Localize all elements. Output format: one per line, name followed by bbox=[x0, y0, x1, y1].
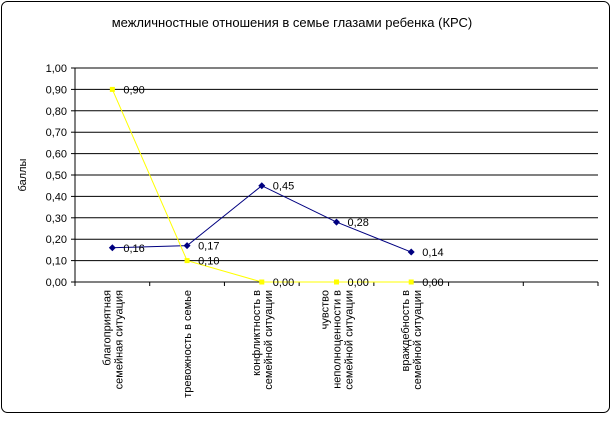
y-tick-label: 0,20 bbox=[46, 234, 67, 246]
marker bbox=[259, 279, 265, 285]
marker bbox=[407, 248, 415, 256]
data-label: 0,14 bbox=[422, 247, 443, 259]
y-tick-label: 0,10 bbox=[46, 256, 67, 268]
x-tick-label: чувствонеполноценности всемейной ситуаци… bbox=[320, 290, 356, 390]
y-tick-label: 0,50 bbox=[46, 170, 67, 182]
x-tick-label: тревожность в семье bbox=[182, 290, 194, 398]
marker bbox=[184, 258, 190, 264]
data-label: 0,00 bbox=[273, 277, 294, 289]
x-tick-label: благоприятнаясемейная ситуация bbox=[101, 290, 125, 389]
data-label: 0,45 bbox=[273, 181, 294, 193]
marker bbox=[108, 244, 116, 252]
data-label: 0,16 bbox=[123, 243, 144, 255]
x-tick-label: конфликтность всемейной ситуации bbox=[251, 290, 275, 390]
data-label: 0,28 bbox=[348, 217, 369, 229]
y-tick-label: 0,80 bbox=[46, 106, 67, 118]
y-tick-label: 0,40 bbox=[46, 191, 67, 203]
y-tick-label: 0,60 bbox=[46, 149, 67, 161]
marker bbox=[408, 279, 414, 285]
data-label: 0,10 bbox=[198, 256, 219, 268]
x-tick-label: враждебность всемейной ситуации bbox=[400, 290, 424, 390]
y-tick-label: 0,00 bbox=[46, 277, 67, 289]
marker bbox=[334, 279, 339, 285]
chart-title: межличностные отношения в семье глазами … bbox=[112, 15, 473, 30]
y-tick-label: 0,30 bbox=[46, 213, 67, 225]
data-label: 0,90 bbox=[123, 84, 144, 96]
y-axis-label: баллы bbox=[17, 158, 29, 191]
marker bbox=[333, 218, 340, 226]
data-label: 0,00 bbox=[422, 277, 443, 289]
marker bbox=[183, 242, 191, 250]
y-tick-label: 0,70 bbox=[46, 127, 67, 139]
marker bbox=[258, 182, 266, 190]
y-tick-label: 1,00 bbox=[46, 63, 67, 75]
y-tick-label: 0,90 bbox=[46, 84, 67, 96]
data-label: 0,17 bbox=[198, 241, 219, 253]
marker bbox=[109, 86, 115, 92]
data-label: 0,00 bbox=[348, 277, 369, 289]
